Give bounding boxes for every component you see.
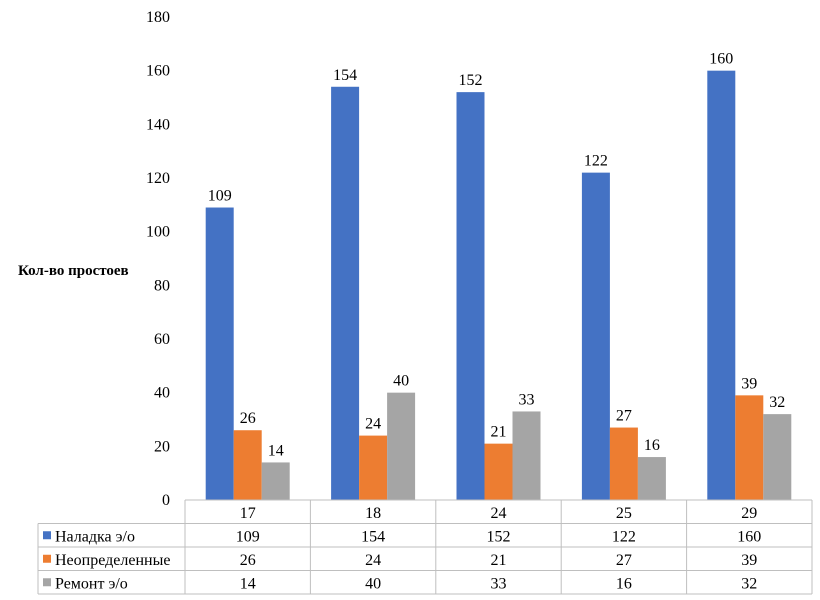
bar [233, 430, 262, 500]
y-tick-label: 160 [146, 63, 170, 80]
table-cell: 39 [741, 552, 757, 569]
table-cell: 122 [612, 528, 636, 545]
data-label: 152 [459, 72, 483, 89]
data-label: 27 [616, 408, 632, 425]
data-label: 33 [519, 391, 535, 408]
bar [387, 392, 416, 500]
table-cell: 109 [236, 528, 260, 545]
y-tick-label: 0 [162, 492, 170, 509]
data-label: 16 [644, 437, 660, 454]
data-label: 26 [240, 410, 256, 427]
legend-entry: Ремонт э/о [55, 575, 128, 592]
table-cell: 16 [616, 575, 632, 592]
y-tick-label: 80 [154, 277, 170, 294]
data-table: 17 18 24 25 29 Наладка э/о 109 154 152 122 160 Неоп… [37, 499, 813, 595]
data-labels: 109 26 14 154 24 40 152 21 33 122 27 16 160 39 32 [208, 51, 786, 460]
data-label: 14 [268, 442, 284, 459]
bar [735, 395, 764, 500]
bar [261, 462, 290, 500]
data-label: 39 [741, 375, 757, 392]
table-cell: 154 [361, 528, 385, 545]
bar [359, 435, 388, 500]
bar [331, 86, 360, 501]
bars [205, 70, 792, 501]
y-tick-label: 140 [146, 116, 170, 133]
bar [456, 92, 485, 500]
y-tick-label: 180 [146, 9, 170, 26]
table-cell: 26 [240, 552, 256, 569]
x-tick-label: 29 [741, 505, 757, 522]
data-label: 122 [584, 153, 608, 170]
bar [609, 427, 638, 500]
bar [512, 411, 541, 500]
bar [637, 457, 666, 500]
table-cell: 40 [365, 575, 381, 592]
legend-key [43, 578, 51, 587]
data-label: 109 [208, 188, 232, 205]
table-cell: 14 [240, 575, 256, 592]
legend-entry: Неопределенные [55, 552, 170, 569]
data-label: 160 [709, 51, 733, 68]
x-tick-label: 18 [365, 505, 381, 522]
legend-entry: Наладка э/о [55, 528, 135, 545]
table-cell: 32 [741, 575, 757, 592]
table-cell: 21 [491, 552, 507, 569]
data-label: 154 [333, 67, 357, 84]
bar [763, 414, 792, 500]
table-cell: 152 [487, 528, 511, 545]
x-tick-label: 17 [240, 505, 256, 522]
x-tick-label: 24 [491, 505, 507, 522]
table-cell: 160 [737, 528, 761, 545]
table-cell: 24 [365, 552, 381, 569]
data-label: 21 [491, 424, 507, 441]
data-label: 32 [769, 394, 785, 411]
data-label: 40 [393, 373, 409, 390]
bar [581, 172, 610, 500]
y-axis-ticks: 0 20 40 60 80 100 120 140 160 180 [146, 9, 170, 509]
table-cell: 33 [491, 575, 507, 592]
legend-key [43, 554, 51, 563]
bar [484, 443, 513, 500]
data-label: 24 [365, 416, 381, 433]
bar [205, 207, 234, 500]
y-tick-label: 60 [154, 331, 170, 348]
y-tick-label: 20 [154, 438, 170, 455]
table-cell: 27 [616, 552, 632, 569]
y-tick-label: 100 [146, 224, 170, 241]
legend-key [43, 531, 51, 540]
x-tick-label: 25 [616, 505, 632, 522]
y-tick-label: 120 [146, 170, 170, 187]
y-tick-label: 40 [154, 385, 170, 402]
y-axis-label: Кол-во простоев [18, 263, 129, 279]
bar [707, 70, 736, 501]
